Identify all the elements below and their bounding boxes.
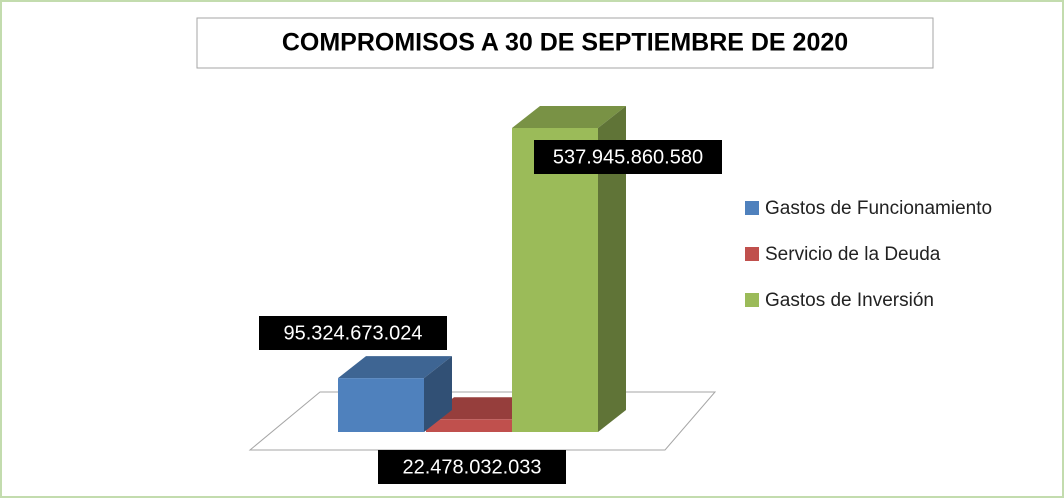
data-label: 95.324.673.024	[283, 322, 422, 344]
bar	[338, 378, 424, 432]
chart-title: COMPROMISOS A 30 DE SEPTIEMBRE DE 2020	[282, 29, 848, 57]
bar-side	[424, 356, 452, 432]
legend-label: Gastos de Funcionamiento	[765, 198, 992, 219]
legend-label: Servicio de la Deuda	[765, 244, 941, 265]
legend-swatch	[745, 247, 759, 261]
bar-top	[426, 397, 540, 420]
data-label: 22.478.032.033	[402, 456, 541, 478]
legend-label: Gastos de Inversión	[765, 290, 934, 311]
bar-top	[512, 106, 626, 128]
title-box	[196, 17, 934, 69]
data-label-box	[378, 450, 566, 484]
data-label-box	[259, 316, 447, 350]
data-label: 537.945.860.580	[553, 146, 703, 168]
bar	[426, 419, 512, 432]
bar	[512, 128, 598, 432]
bar-side	[598, 106, 626, 432]
legend-swatch	[745, 293, 759, 307]
bar-top	[338, 356, 452, 379]
legend-swatch	[745, 201, 759, 215]
data-label-box	[534, 140, 722, 174]
